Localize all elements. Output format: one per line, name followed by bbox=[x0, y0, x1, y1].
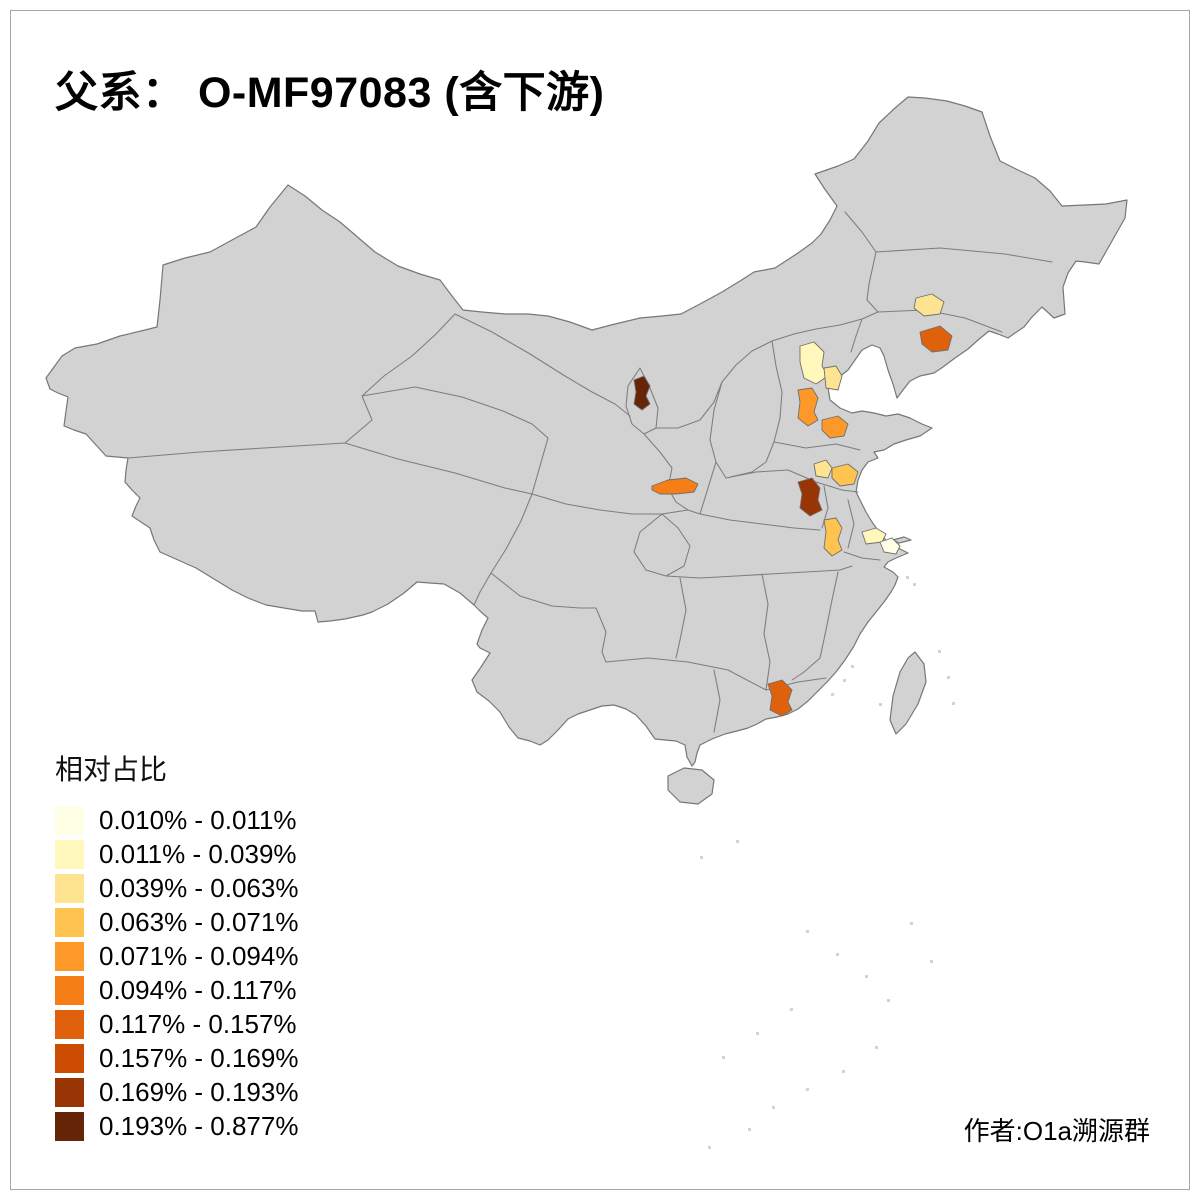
legend-swatch-color bbox=[55, 941, 84, 971]
legend-row: 0.117% - 0.157% bbox=[55, 1007, 298, 1041]
legend-row: 0.063% - 0.071% bbox=[55, 905, 298, 939]
legend-swatch bbox=[55, 907, 84, 937]
legend-label: 0.063% - 0.071% bbox=[99, 906, 299, 937]
legend-row: 0.039% - 0.063% bbox=[55, 871, 298, 905]
choropleth-region-jilin bbox=[913, 293, 945, 317]
legend: 相对占比 0.010% - 0.011% 0.011% - 0.039% 0.0… bbox=[55, 748, 298, 1143]
legend-swatch-color bbox=[55, 805, 84, 835]
legend-row: 0.157% - 0.169% bbox=[55, 1041, 298, 1075]
choropleth-region-se-hebei bbox=[821, 415, 849, 439]
choropleth-region-guangdong bbox=[767, 679, 793, 717]
legend-swatch bbox=[55, 873, 84, 903]
legend-swatch-color bbox=[55, 1043, 84, 1073]
legend-row: 0.193% - 0.877% bbox=[55, 1109, 298, 1143]
legend-swatch-color bbox=[55, 1077, 84, 1107]
legend-label: 0.071% - 0.094% bbox=[99, 940, 299, 971]
legend-swatch bbox=[55, 839, 84, 869]
legend-title: 相对占比 bbox=[55, 754, 168, 785]
choropleth-region-liaoning bbox=[919, 325, 953, 353]
hainan-island bbox=[667, 767, 715, 805]
choropleth-region-anhui bbox=[823, 517, 843, 557]
choropleth-region-west-shandong bbox=[813, 459, 833, 479]
legend-swatch-color bbox=[55, 839, 84, 869]
legend-swatch bbox=[55, 975, 84, 1005]
choropleth-region-central-shandong bbox=[831, 463, 859, 487]
legend-swatch-color bbox=[55, 975, 84, 1005]
legend-swatch-color bbox=[55, 873, 84, 903]
legend-label: 0.193% - 0.877% bbox=[99, 1110, 299, 1141]
legend-label: 0.157% - 0.169% bbox=[99, 1042, 299, 1073]
map-title: 父系： O-MF97083 (含下游) bbox=[55, 69, 605, 117]
legend-row: 0.010% - 0.011% bbox=[55, 803, 298, 837]
legend-swatch bbox=[55, 1111, 84, 1141]
legend-swatch bbox=[55, 1043, 84, 1073]
choropleth-region-shaanxi bbox=[651, 477, 699, 495]
legend-label: 0.117% - 0.157% bbox=[99, 1008, 297, 1039]
legend-label: 0.094% - 0.117% bbox=[99, 974, 297, 1005]
legend-label: 0.011% - 0.039% bbox=[99, 838, 297, 869]
legend-row: 0.071% - 0.094% bbox=[55, 939, 298, 973]
legend-row: 0.011% - 0.039% bbox=[55, 837, 298, 871]
landmass-group bbox=[45, 96, 1128, 1149]
legend-label: 0.039% - 0.063% bbox=[99, 872, 299, 903]
author-credit: 作者:O1a溯源群 bbox=[963, 1116, 1150, 1146]
china-mainland-outline bbox=[45, 96, 1128, 767]
choropleth-region-jiangsu bbox=[861, 527, 887, 545]
highlighted-regions-group bbox=[633, 293, 953, 717]
legend-label: 0.169% - 0.193% bbox=[99, 1076, 299, 1107]
legend-label: 0.010% - 0.011% bbox=[99, 804, 297, 835]
legend-swatch-color bbox=[55, 1009, 84, 1039]
choropleth-region-henan bbox=[797, 477, 823, 517]
taiwan-island bbox=[889, 651, 927, 735]
legend-swatch bbox=[55, 1009, 84, 1039]
choropleth-region-ningxia bbox=[633, 375, 651, 411]
legend-swatch bbox=[55, 805, 84, 835]
legend-row: 0.169% - 0.193% bbox=[55, 1075, 298, 1109]
legend-swatch-color bbox=[55, 1111, 84, 1141]
legend-row: 0.094% - 0.117% bbox=[55, 973, 298, 1007]
legend-swatch bbox=[55, 1077, 84, 1107]
legend-swatch bbox=[55, 941, 84, 971]
yangtze-estuary-island bbox=[892, 536, 912, 544]
province-border-lines bbox=[127, 211, 1053, 733]
choropleth-region-ne-of-beijing bbox=[823, 365, 843, 391]
choropleth-region-shanghai bbox=[879, 537, 901, 555]
choropleth-region-tianjin bbox=[797, 387, 819, 427]
legend-swatch-color bbox=[55, 907, 84, 937]
